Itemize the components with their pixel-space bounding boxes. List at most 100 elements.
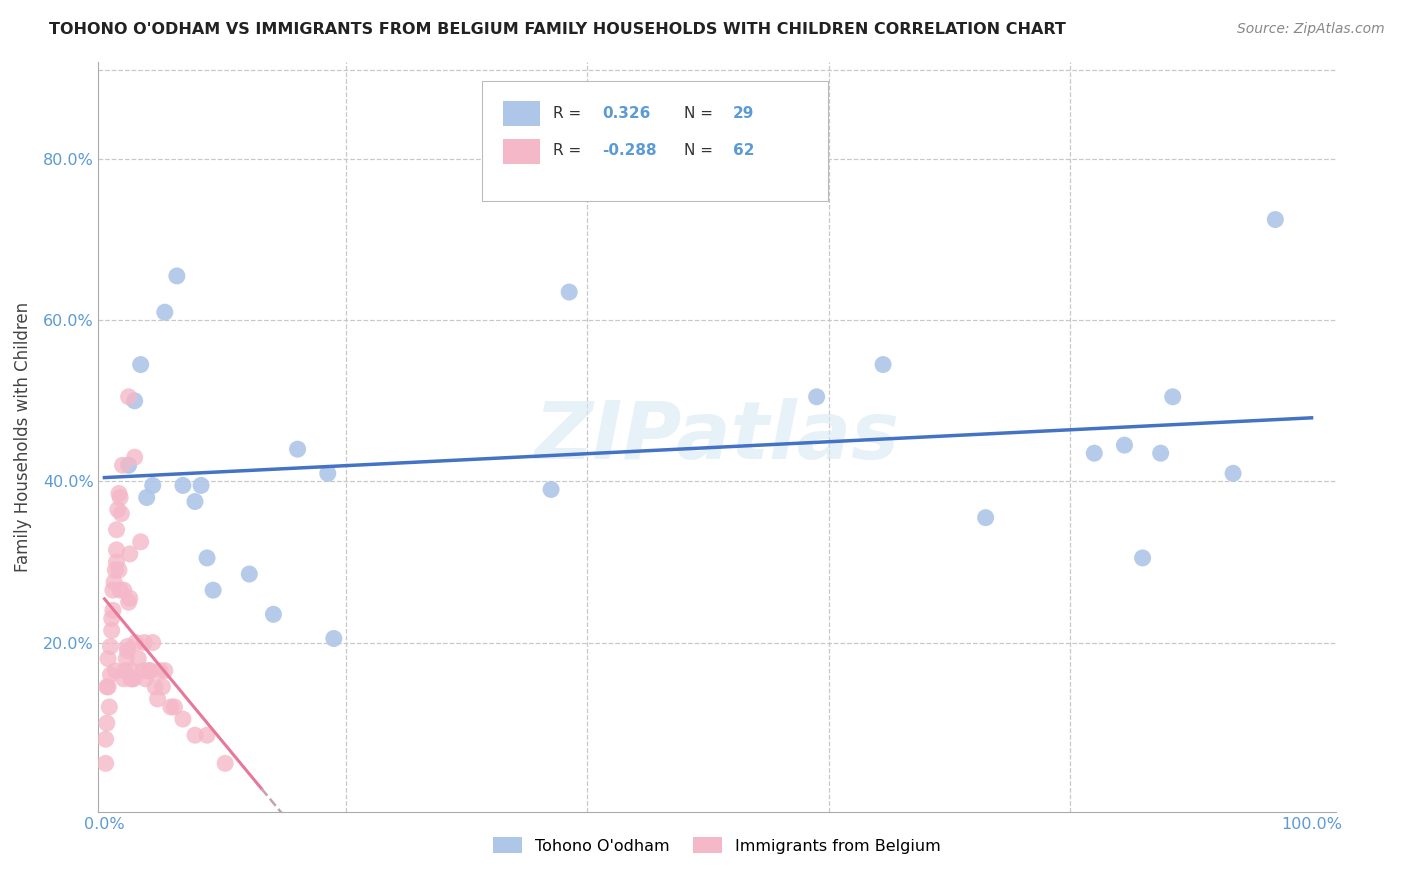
Point <box>98 700 121 714</box>
Y-axis label: Family Households with Children: Family Households with Children <box>14 302 31 572</box>
Point <box>105 542 128 557</box>
Point <box>166 268 188 283</box>
FancyBboxPatch shape <box>503 102 540 126</box>
Point <box>108 583 131 598</box>
Point <box>111 458 134 473</box>
Point <box>108 486 131 500</box>
Point <box>107 502 129 516</box>
Text: ZIPatlas: ZIPatlas <box>534 398 900 476</box>
Point <box>94 732 117 747</box>
Point <box>114 664 136 678</box>
Point <box>118 591 141 606</box>
Point <box>129 358 152 372</box>
Point <box>1083 446 1105 460</box>
Point <box>262 607 284 622</box>
Point <box>152 680 174 694</box>
Point <box>872 358 894 372</box>
Point <box>806 390 828 404</box>
Point <box>105 523 128 537</box>
Point <box>132 664 155 678</box>
Point <box>149 664 172 678</box>
Point <box>100 611 122 625</box>
Point <box>139 664 162 678</box>
Point <box>100 640 122 654</box>
Point <box>138 664 160 678</box>
Point <box>1222 467 1244 481</box>
Point <box>117 458 139 473</box>
Point <box>129 534 152 549</box>
FancyBboxPatch shape <box>482 81 828 201</box>
Point <box>94 756 117 771</box>
Point <box>195 728 218 742</box>
Text: 62: 62 <box>733 144 755 159</box>
Point <box>115 651 138 665</box>
Text: 0.326: 0.326 <box>602 106 651 121</box>
Point <box>316 467 339 481</box>
Point <box>1132 550 1154 565</box>
Text: R =: R = <box>553 106 581 121</box>
Point <box>124 450 146 465</box>
Point <box>146 692 169 706</box>
Point <box>1150 446 1173 460</box>
Point <box>135 491 157 505</box>
Point <box>134 635 156 649</box>
Point <box>153 664 176 678</box>
Point <box>100 667 122 681</box>
Point <box>202 583 225 598</box>
Point <box>97 680 120 694</box>
Point <box>103 575 125 590</box>
Point <box>124 393 146 408</box>
Point <box>96 680 118 694</box>
Point <box>105 555 128 569</box>
Text: Source: ZipAtlas.com: Source: ZipAtlas.com <box>1237 22 1385 37</box>
Point <box>287 442 309 457</box>
Point <box>120 672 142 686</box>
Text: 29: 29 <box>733 106 755 121</box>
Point <box>1161 390 1184 404</box>
Point <box>1114 438 1136 452</box>
Point <box>117 640 139 654</box>
Point <box>153 305 176 319</box>
Point <box>118 547 141 561</box>
Point <box>142 478 165 492</box>
Point <box>214 756 236 771</box>
Point <box>112 672 135 686</box>
Point <box>117 643 139 657</box>
Point <box>172 712 194 726</box>
Point <box>125 635 148 649</box>
Point <box>101 583 124 598</box>
Point <box>100 624 122 638</box>
Point <box>101 603 124 617</box>
Point <box>974 510 997 524</box>
Point <box>184 728 207 742</box>
Text: -0.288: -0.288 <box>602 144 657 159</box>
Point <box>238 567 260 582</box>
Point <box>1264 212 1286 227</box>
Legend: Tohono O'odham, Immigrants from Belgium: Tohono O'odham, Immigrants from Belgium <box>486 830 948 860</box>
Point <box>108 563 131 577</box>
FancyBboxPatch shape <box>503 139 540 163</box>
Point <box>108 491 131 505</box>
Point <box>136 664 159 678</box>
Text: N =: N = <box>683 144 713 159</box>
Point <box>120 664 142 678</box>
Point <box>117 595 139 609</box>
Point <box>97 651 120 665</box>
Point <box>322 632 344 646</box>
Point <box>184 494 207 508</box>
Point <box>110 507 132 521</box>
Point <box>172 478 194 492</box>
Point <box>540 483 562 497</box>
Point <box>163 700 186 714</box>
Point <box>121 672 143 686</box>
Point <box>142 635 165 649</box>
Point <box>104 664 127 678</box>
Point <box>134 672 156 686</box>
Point <box>96 716 118 731</box>
Point <box>143 680 166 694</box>
Point <box>195 550 218 565</box>
Point <box>122 672 145 686</box>
Point <box>127 651 149 665</box>
Text: TOHONO O'ODHAM VS IMMIGRANTS FROM BELGIUM FAMILY HOUSEHOLDS WITH CHILDREN CORREL: TOHONO O'ODHAM VS IMMIGRANTS FROM BELGIU… <box>49 22 1066 37</box>
Point <box>112 583 135 598</box>
